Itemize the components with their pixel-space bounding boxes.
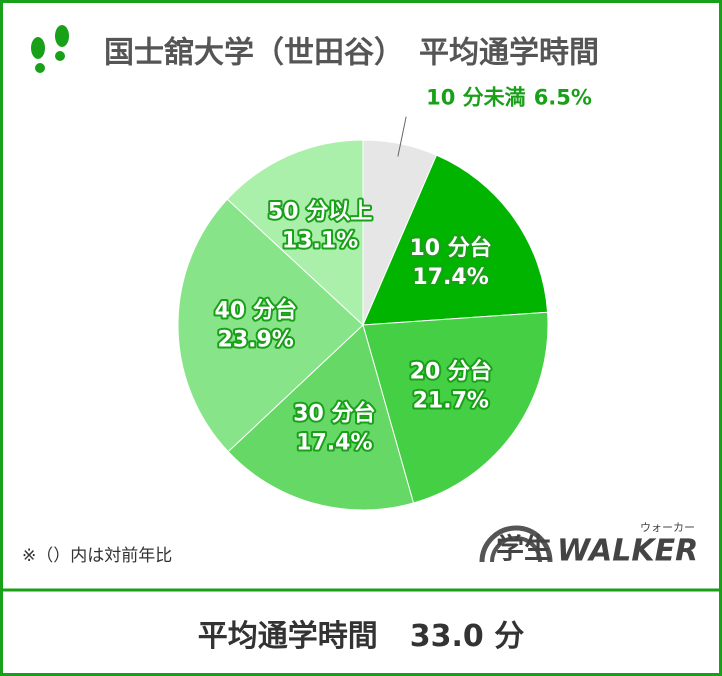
value-label: 21.7% [413, 389, 489, 414]
summary: 平均通学時間 33.0 分 [0, 590, 722, 676]
pie-slice [362, 311, 549, 504]
category-label: 20 分台 [410, 359, 492, 385]
leader-line [397, 116, 407, 157]
brand-logo: 学生 WALKER ウォーカー [479, 521, 698, 569]
category-label: 50 分以上 [268, 200, 372, 225]
slice-label: 10 分未満 6.5% [426, 86, 592, 110]
pie-slice [362, 154, 549, 326]
category-label: 10 分未満 [426, 86, 526, 110]
note: ※（）内は対前年比 [22, 546, 172, 566]
category-label: 30 分台 [293, 400, 375, 426]
pie-slice [227, 324, 415, 511]
summary-label: 平均通学時間 [197, 619, 378, 654]
value-label: 23.9% [218, 327, 294, 352]
brand-name: WALKER [557, 534, 698, 569]
brand-prefix: 学生 [496, 532, 552, 565]
footprint-icon [31, 25, 69, 73]
pie-slice [177, 198, 364, 453]
pie-slice [226, 139, 364, 327]
value-label: 17.4% [412, 265, 488, 290]
category-label: 40 分台 [215, 297, 297, 323]
value-label: 6.5% [534, 86, 592, 110]
summary-value: 33.0 分 [409, 619, 525, 654]
value-label: 17.4% [296, 430, 372, 455]
chart-title: 国士舘大学（世田谷） 平均通学時間 [104, 36, 599, 71]
value-label: 13.1% [282, 229, 358, 254]
category-label: 10 分台 [409, 235, 491, 261]
brand-kana: ウォーカー [640, 521, 695, 534]
